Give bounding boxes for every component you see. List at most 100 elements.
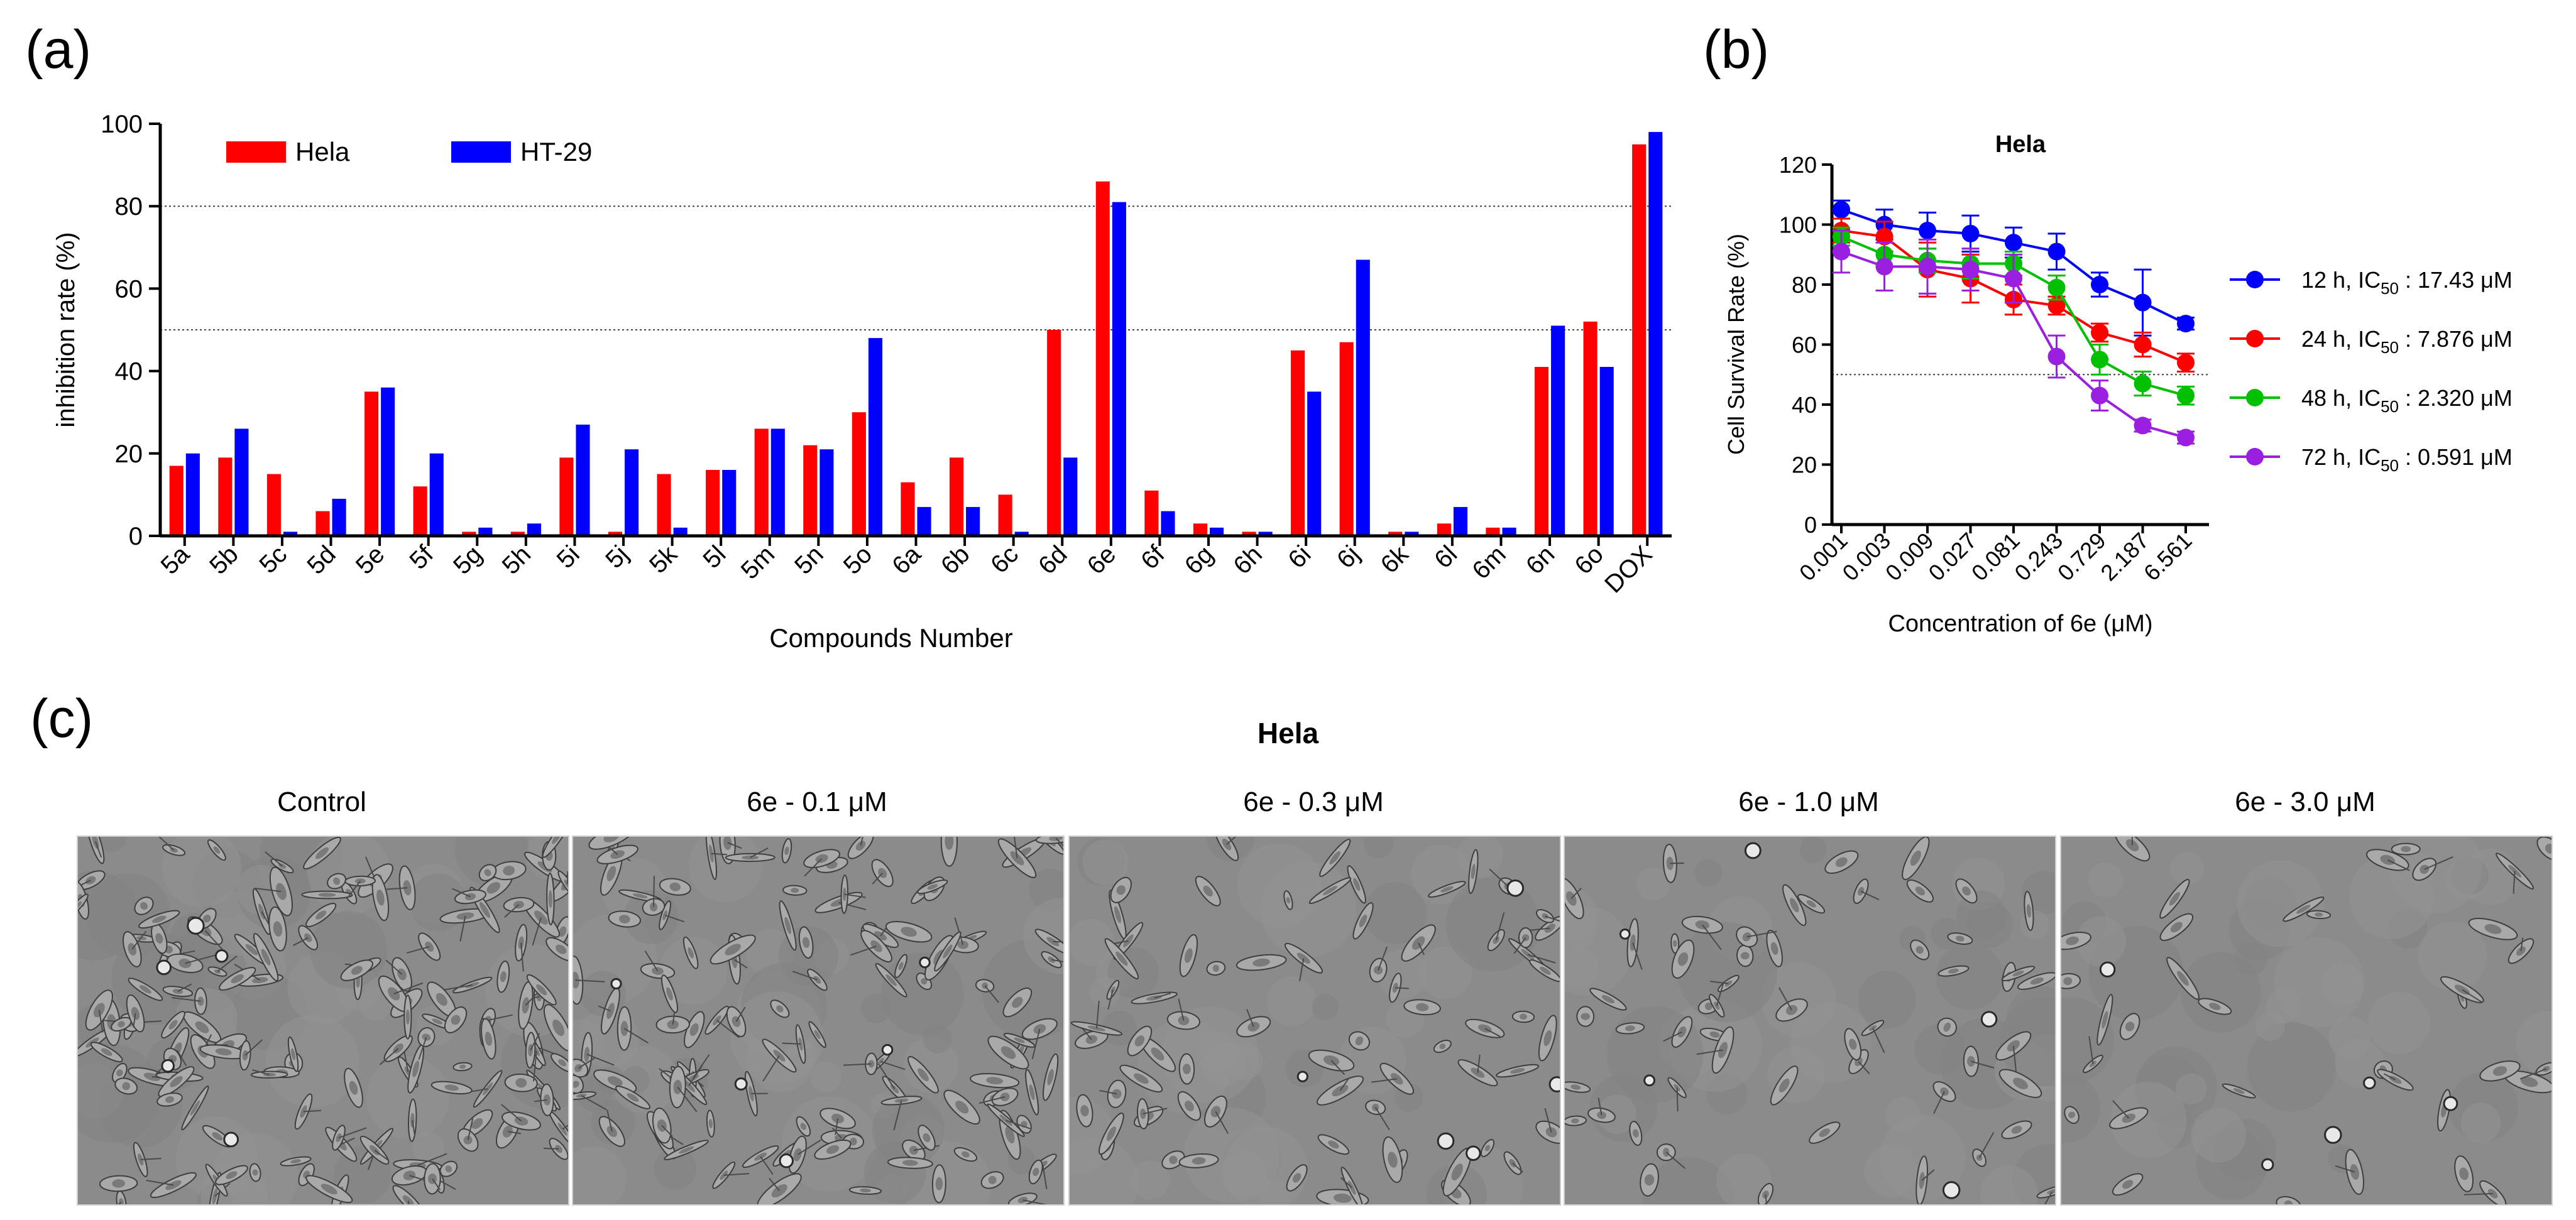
line-chart-y-tick-label: 120 <box>1779 152 1817 178</box>
micrograph-6e-1-0 <box>1564 836 2056 1206</box>
data-point-24h <box>2091 324 2108 342</box>
bar-hela-6o <box>1583 321 1598 536</box>
data-point-12h <box>2047 242 2066 261</box>
line-chart-y-tick-label: 100 <box>1779 212 1817 238</box>
bar-ht29-6n <box>1551 325 1565 536</box>
micrograph-control-image <box>78 837 568 1204</box>
legend-label-ht29: HT-29 <box>520 137 592 166</box>
legend-swatch-ht29 <box>451 141 511 163</box>
data-point-12h <box>1961 224 1980 242</box>
bar-hela-6j <box>1339 342 1354 536</box>
bar-hela-5l <box>706 470 720 536</box>
micrograph-6e-0-3 <box>1068 836 1561 1206</box>
bar-ht29-6o <box>1599 367 1614 536</box>
bar-hela-6b <box>949 457 964 536</box>
bar-hela-6e <box>1095 181 1110 536</box>
data-point-72h <box>2047 347 2066 366</box>
micrograph-6e-3-0-image <box>2061 837 2551 1204</box>
data-point-24h <box>1875 227 1894 246</box>
bar-chart-x-tick-label: 6m <box>1467 540 1511 584</box>
line-chart-x-tick-label: 6.561 <box>2139 528 2197 586</box>
bar-chart-y-ticks: 0 20 40 60 80 100 <box>101 111 160 550</box>
line-chart-y-label: Cell Survival Rate (%) <box>1723 234 1749 455</box>
line-chart-survival: 0 20 40 60 80 100 120 0.0010.0030.0090.0270.08… <box>1723 131 2513 637</box>
bar-chart-y-tick-label: 0 <box>129 523 143 550</box>
data-point-24h <box>2047 297 2066 315</box>
data-point-48h <box>2177 386 2195 405</box>
bar-hela-5g <box>462 531 476 536</box>
bar-ht29-6m <box>1502 527 1516 536</box>
legend-label-24h: 24 h, IC50 : 7.876 μM <box>2301 326 2513 357</box>
micrograph-caption-1-0: 6e - 1.0 μM <box>1738 787 1879 817</box>
line-chart-x-tick-label: 0.081 <box>1966 528 2025 586</box>
bar-hela-5f <box>413 486 427 536</box>
panel-c-label: (c) <box>30 689 94 749</box>
bar-hela-6g <box>1193 523 1207 536</box>
bar-chart-x-tick-label: 6d <box>1033 540 1073 580</box>
micrograph-caption-3-0: 6e - 3.0 μM <box>2235 787 2376 817</box>
bar-chart-y-tick-label: 20 <box>115 440 143 468</box>
bar-chart-x-tick-label: 5b <box>204 540 244 580</box>
line-chart-x-ticks: 0.0010.0030.0090.0270.0810.2430.7292.187… <box>1794 525 2197 585</box>
bar-ht29-6k <box>1405 531 1419 536</box>
bar-ht29-5e <box>381 387 395 536</box>
micrograph-6e-0-1 <box>572 836 1065 1206</box>
bar-ht29-5l <box>722 470 737 536</box>
bar-ht29-5c <box>283 531 298 536</box>
bar-chart-x-tick-label: 6k <box>1376 540 1415 579</box>
legend-label-12h: 12 h, IC50 : 17.43 μM <box>2301 267 2513 298</box>
bar-ht29-6g <box>1209 527 1224 536</box>
line-chart-x-tick-label: 0.003 <box>1837 528 1895 586</box>
bar-ht29-6c <box>1014 531 1029 536</box>
line-chart-x-label: Concentration of 6e (μM) <box>1888 611 2152 637</box>
bar-hela-6f <box>1144 490 1159 536</box>
bar-chart-x-tick-label: 6g <box>1180 540 1219 580</box>
line-chart-legend: 12 h, IC50 : 17.43 μM 24 h, IC50 : 7.876 … <box>2230 267 2513 475</box>
bar-hela-5i <box>559 457 574 536</box>
bar-hela-6i <box>1291 350 1305 536</box>
data-point-72h <box>1833 242 1850 261</box>
line-chart-x-tick-label: 0.243 <box>2009 528 2068 586</box>
legend-label-48h: 48 h, IC50 : 2.320 μM <box>2301 385 2513 416</box>
bar-hela-5h <box>510 531 525 536</box>
micrograph-6e-0-1-image <box>573 837 1063 1204</box>
bar-hela-5e <box>364 391 379 536</box>
bar-ht29-DOX <box>1648 132 1663 536</box>
bar-chart-legend: Hela HT-29 <box>226 137 592 166</box>
data-point-12h <box>2134 293 2152 312</box>
line-chart-y-tick-label: 40 <box>1792 392 1817 418</box>
bar-chart-x-tick-label: 5l <box>698 540 731 574</box>
data-point-12h <box>2091 276 2108 293</box>
micrograph-title: Hela <box>1257 717 1319 749</box>
line-chart-x-tick-label: 0.027 <box>1923 528 1981 586</box>
data-point-12h <box>2005 234 2022 252</box>
bar-ht29-6h <box>1258 531 1273 536</box>
data-point-48h <box>2047 278 2066 297</box>
bar-hela-6n <box>1534 367 1549 536</box>
line-chart-x-tick-label: 0.729 <box>2053 528 2111 586</box>
micrograph-caption-control: Control <box>277 787 366 817</box>
bar-ht29-6l <box>1453 507 1467 536</box>
bar-chart-x-tick-label: 5a <box>156 540 195 580</box>
bar-chart-reference-lines <box>160 205 1672 330</box>
line-chart-y-tick-label: 60 <box>1792 332 1817 358</box>
bar-chart-x-tick-label: 5n <box>789 540 829 580</box>
panel-b-label: (b) <box>1703 19 1770 80</box>
bar-ht29-6a <box>917 507 931 536</box>
bar-hela-6c <box>998 494 1012 536</box>
bar-chart-x-tick-label: 6b <box>936 540 975 580</box>
micrograph-caption-0-1: 6e - 0.1 μM <box>747 787 887 817</box>
legend-swatch-hela <box>226 141 286 163</box>
bar-chart-y-tick-label: 40 <box>115 358 143 386</box>
line-chart-x-tick-label: 0.009 <box>1880 528 1939 586</box>
bar-ht29-5b <box>234 428 249 536</box>
bar-hela-5j <box>608 531 623 536</box>
data-point-24h <box>2177 354 2195 372</box>
bar-chart-x-tick-label: 6e <box>1082 540 1122 580</box>
bar-hela-5o <box>852 412 866 536</box>
legend-marker-48h <box>2246 389 2264 406</box>
data-point-12h <box>1833 200 1850 219</box>
bar-chart-y-tick-label: 80 <box>115 193 143 221</box>
bar-hela-6d <box>1047 330 1061 536</box>
line-chart-y-ticks: 0 20 40 60 80 100 120 <box>1779 152 1832 538</box>
